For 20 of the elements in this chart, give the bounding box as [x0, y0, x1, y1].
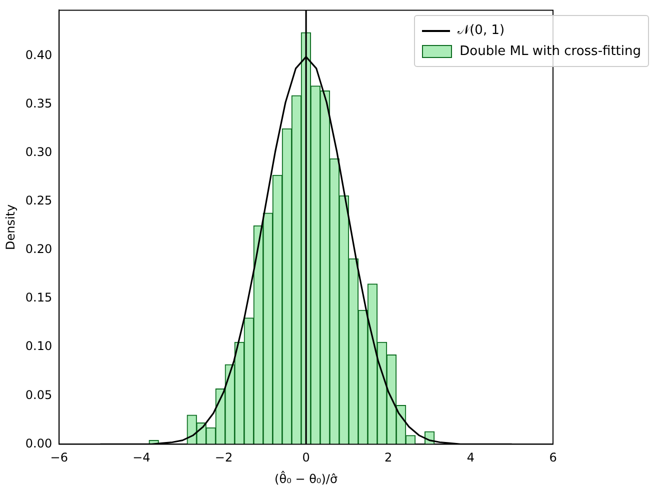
x-axis-title: (θ̂₀ − θ₀)/σ̂: [274, 470, 338, 486]
y-tick-label: 0.10: [25, 339, 52, 354]
y-tick-label: 0.35: [25, 96, 52, 111]
y-tick-label: 0.00: [25, 436, 52, 450]
y-tick-label: 0.40: [25, 48, 52, 62]
x-tick-label: 2: [384, 450, 392, 465]
y-tick-label: 0.25: [25, 194, 52, 208]
x-tick-label: −2: [214, 450, 233, 465]
x-tick-label: 0: [302, 450, 310, 465]
y-axis-title: Density: [3, 204, 18, 250]
y-tick-label: 0.20: [25, 242, 52, 256]
legend-label: Double ML with cross-fitting: [460, 44, 641, 59]
x-tick-label: 4: [466, 450, 475, 465]
x-tick-label: −4: [132, 450, 150, 465]
x-tick-label: −6: [50, 450, 68, 465]
legend-label: 𝒩(0, 1): [458, 23, 505, 38]
y-tick-label: 0.30: [25, 145, 52, 160]
x-tick-label: 6: [549, 450, 557, 465]
y-tick-label: 0.05: [25, 388, 52, 402]
y-tick-label: 0.15: [25, 290, 52, 305]
